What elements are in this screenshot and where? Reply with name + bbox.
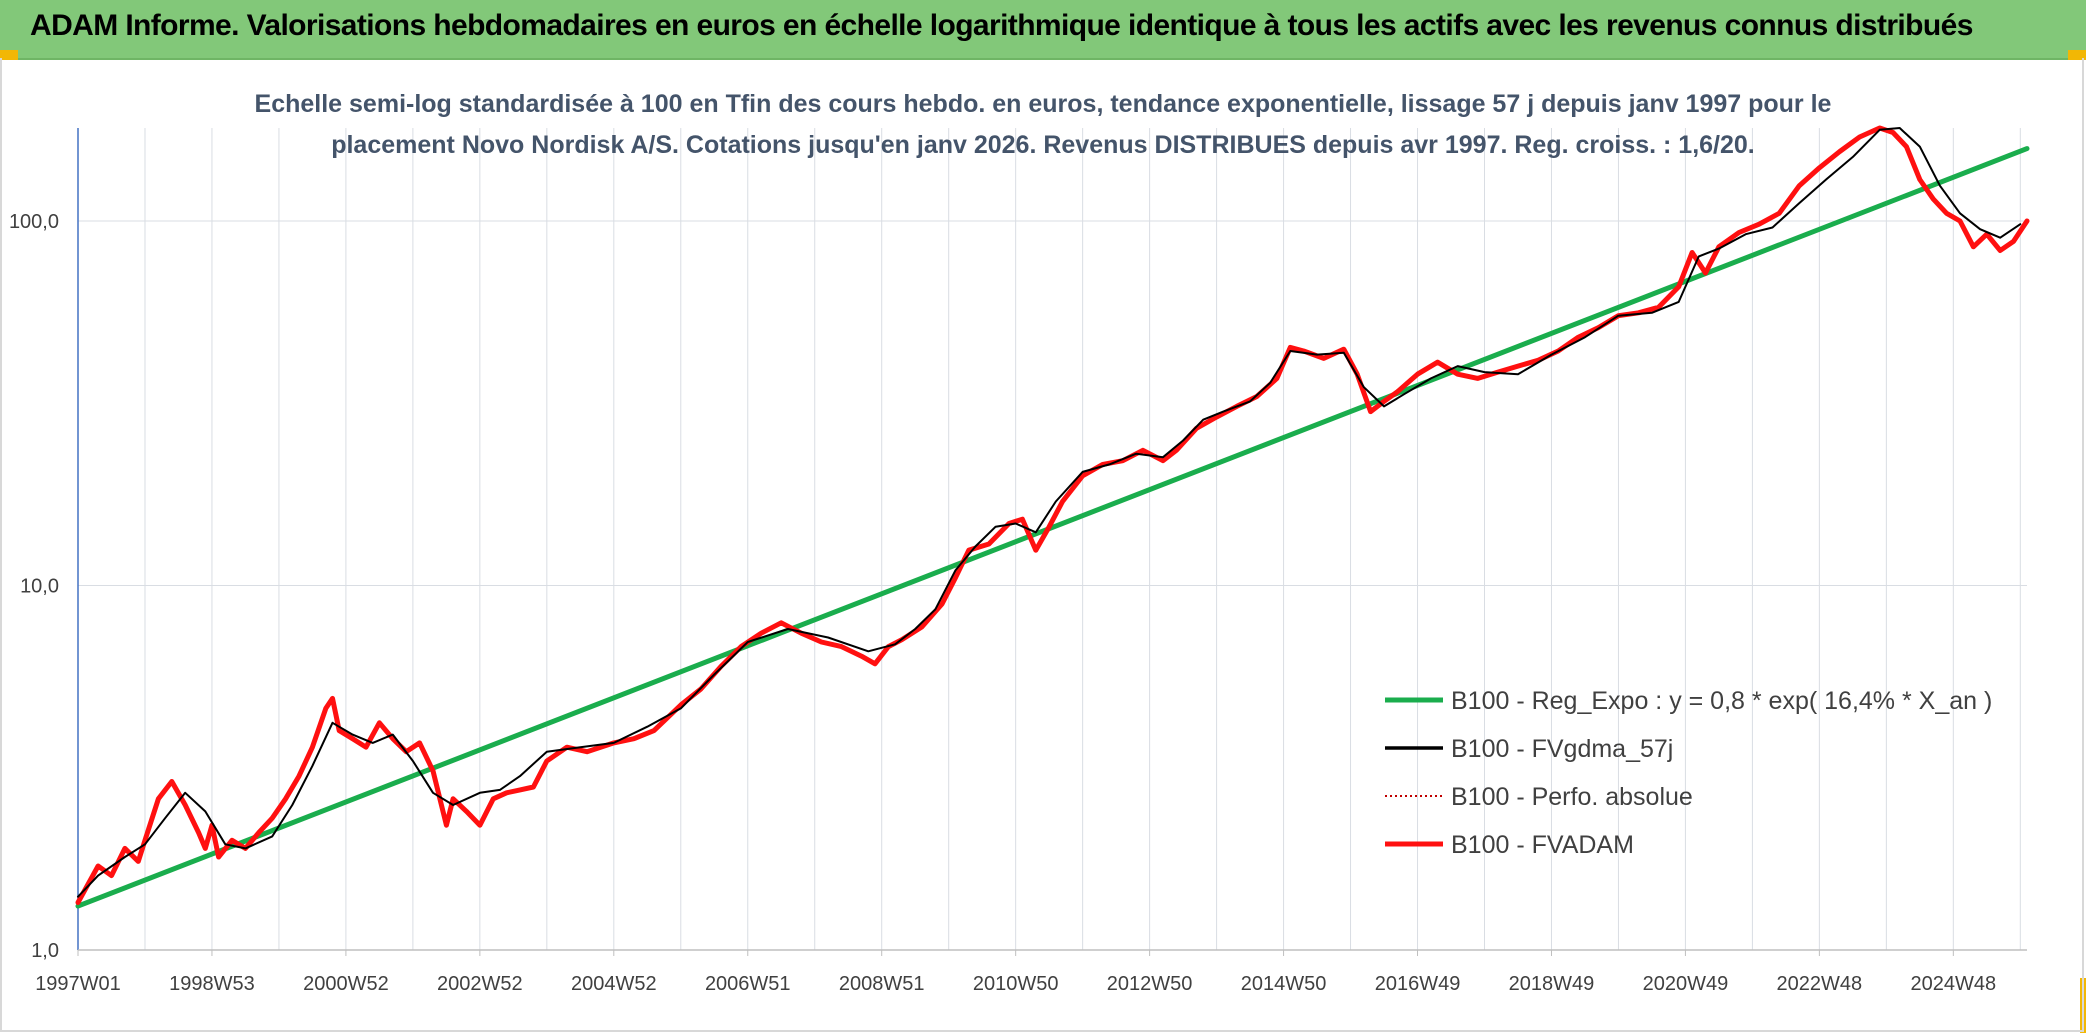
- x-tick-label-11: 2018W49: [1509, 973, 1595, 995]
- x-tick-label-5: 2006W51: [705, 973, 791, 995]
- header-bar: ADAM Informe. Valorisations hebdomadaire…: [0, 0, 2086, 60]
- x-tick-label-4: 2004W52: [571, 973, 657, 995]
- report-title: ADAM Informe. Valorisations hebdomadaire…: [30, 9, 1973, 42]
- corner-accent-top-right: [2068, 50, 2086, 60]
- x-tick-label-12: 2020W49: [1643, 973, 1729, 995]
- legend-label-4: B100 - FVADAM: [1451, 831, 1634, 859]
- legend-label-3: B100 - Perfo. absolue: [1451, 783, 1693, 811]
- chart-frame: [0, 58, 2084, 1032]
- corner-accent-top-left: [0, 50, 18, 60]
- x-tick-label-0: 1997W01: [35, 973, 121, 995]
- chart-title-line-2: placement Novo Nordisk A/S. Cotations ju…: [331, 131, 1755, 159]
- x-tick-label-13: 2022W48: [1777, 973, 1863, 995]
- y-tick-label-0: 1,0: [31, 940, 59, 962]
- x-tick-label-14: 2024W48: [1911, 973, 1997, 995]
- legend-label-1: B100 - Reg_Expo : y = 0,8 * exp( 16,4% *…: [1451, 687, 1992, 715]
- x-tick-label-2: 2000W52: [303, 973, 389, 995]
- series-line-1: [75, 146, 2030, 909]
- chart-title-line-1: Echelle semi-log standardisée à 100 en T…: [255, 90, 1832, 118]
- x-tick-label-3: 2002W52: [437, 973, 523, 995]
- y-tick-label-2: 100,0: [9, 211, 59, 233]
- y-tick-label-1: 10,0: [20, 576, 59, 598]
- legend-label-2: B100 - FVgdma_57j: [1451, 735, 1673, 763]
- x-tick-label-9: 2014W50: [1241, 973, 1327, 995]
- x-tick-label-6: 2008W51: [839, 973, 925, 995]
- series-line-2: [77, 127, 2022, 898]
- series-line-4: [75, 125, 2030, 905]
- x-tick-label-7: 2010W50: [973, 973, 1059, 995]
- x-tick-label-10: 2016W49: [1375, 973, 1461, 995]
- x-tick-label-8: 2012W50: [1107, 973, 1193, 995]
- x-tick-label-1: 1998W53: [169, 973, 255, 995]
